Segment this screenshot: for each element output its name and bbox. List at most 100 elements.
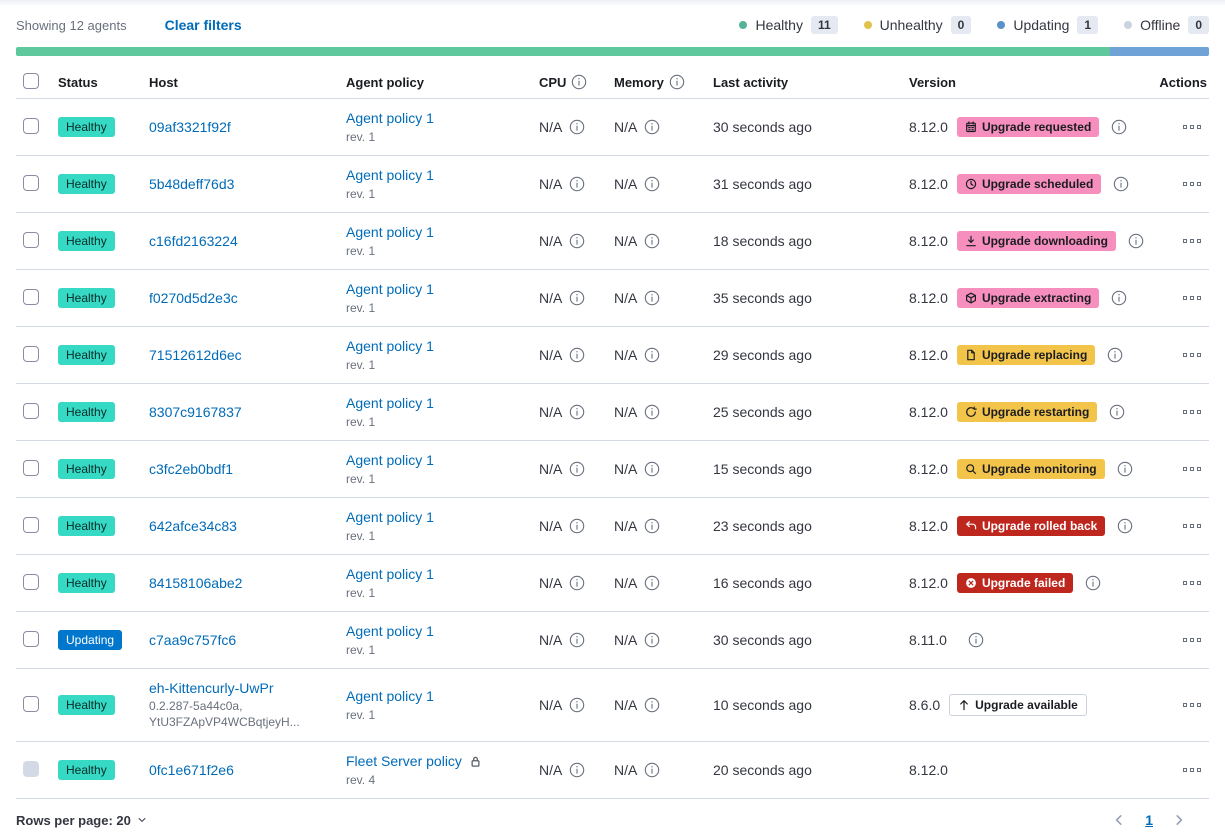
info-icon[interactable] <box>644 347 660 363</box>
agent-policy-link[interactable]: Agent policy 1 <box>346 223 434 240</box>
info-icon[interactable] <box>669 74 685 90</box>
info-icon[interactable] <box>644 176 660 192</box>
memory-value: N/A <box>614 518 638 534</box>
agent-policy-link[interactable]: Agent policy 1 <box>346 687 434 704</box>
row-actions-button[interactable] <box>1179 577 1205 589</box>
agent-status-badge: Healthy <box>58 695 115 715</box>
info-icon[interactable] <box>569 575 585 591</box>
agent-policy-link[interactable]: Agent policy 1 <box>346 280 434 297</box>
agent-status-badge: Healthy <box>58 573 115 593</box>
host-link[interactable]: eh-Kittencurly-UwPr <box>149 680 274 697</box>
info-icon[interactable] <box>569 347 585 363</box>
row-checkbox[interactable] <box>23 459 39 476</box>
info-icon[interactable] <box>1117 461 1133 477</box>
policy-revision: rev. 1 <box>346 528 376 543</box>
info-icon[interactable] <box>569 632 585 648</box>
info-icon[interactable] <box>569 233 585 249</box>
host-link[interactable]: c7aa9c757fc6 <box>149 631 237 648</box>
row-checkbox[interactable] <box>23 402 39 419</box>
row-actions-button[interactable] <box>1179 121 1205 133</box>
agent-policy-link[interactable]: Agent policy 1 <box>346 394 434 411</box>
host-link[interactable]: 09af3321f92f <box>149 118 231 135</box>
host-link[interactable]: 642afce34c83 <box>149 517 237 534</box>
legend-item-offline[interactable]: Offline 0 <box>1124 16 1209 34</box>
host-link[interactable]: f0270d5d2e3c <box>149 289 238 306</box>
agent-version: 8.11.0 <box>909 632 947 648</box>
row-actions-button[interactable] <box>1179 178 1205 190</box>
agent-policy-link[interactable]: Agent policy 1 <box>346 565 434 582</box>
info-icon[interactable] <box>644 461 660 477</box>
page-number-1[interactable]: 1 <box>1145 812 1153 828</box>
row-actions-button[interactable] <box>1179 349 1205 361</box>
info-icon[interactable] <box>569 762 585 778</box>
info-icon[interactable] <box>1113 176 1129 192</box>
host-link[interactable]: c16fd2163224 <box>149 232 238 249</box>
host-link[interactable]: 0fc1e671f2e6 <box>149 761 234 778</box>
host-link[interactable]: 8307c9167837 <box>149 403 242 420</box>
agent-policy-link[interactable]: Fleet Server policy <box>346 752 462 769</box>
info-icon[interactable] <box>1109 404 1125 420</box>
row-checkbox[interactable] <box>23 288 39 305</box>
row-checkbox[interactable] <box>23 231 39 248</box>
info-icon[interactable] <box>644 119 660 135</box>
row-actions-button[interactable] <box>1179 520 1205 532</box>
info-icon[interactable] <box>569 404 585 420</box>
host-link[interactable]: 5b48deff76d3 <box>149 175 235 192</box>
agent-policy-link[interactable]: Agent policy 1 <box>346 109 434 126</box>
row-actions-button[interactable] <box>1179 764 1205 776</box>
host-link[interactable]: c3fc2eb0bdf1 <box>149 460 234 477</box>
row-checkbox[interactable] <box>23 573 39 590</box>
row-actions-button[interactable] <box>1179 463 1205 475</box>
row-actions-button[interactable] <box>1179 406 1205 418</box>
agent-policy-link[interactable]: Agent policy 1 <box>346 451 434 468</box>
legend-item-healthy[interactable]: Healthy 11 <box>739 16 838 34</box>
info-icon[interactable] <box>1117 518 1133 534</box>
info-icon[interactable] <box>1111 119 1127 135</box>
host-link[interactable]: 71512612d6ec <box>149 346 242 363</box>
info-icon[interactable] <box>644 762 660 778</box>
legend-item-updating[interactable]: Updating 1 <box>997 16 1099 34</box>
info-icon[interactable] <box>569 290 585 306</box>
row-actions-button[interactable] <box>1179 235 1205 247</box>
rows-per-page-select[interactable]: Rows per page: 20 <box>16 813 147 828</box>
info-icon[interactable] <box>569 697 585 713</box>
row-checkbox[interactable] <box>23 345 39 362</box>
row-actions-button[interactable] <box>1179 699 1205 711</box>
previous-page-button[interactable] <box>1113 814 1125 826</box>
legend-item-unhealthy[interactable]: Unhealthy 0 <box>863 16 972 34</box>
row-checkbox[interactable] <box>23 630 39 647</box>
info-icon[interactable] <box>968 632 984 648</box>
agent-status-badge: Healthy <box>58 174 115 194</box>
info-icon[interactable] <box>644 518 660 534</box>
info-icon[interactable] <box>644 290 660 306</box>
info-icon[interactable] <box>569 461 585 477</box>
row-checkbox[interactable] <box>23 516 39 533</box>
next-page-button[interactable] <box>1173 814 1185 826</box>
info-icon[interactable] <box>644 575 660 591</box>
select-all-checkbox[interactable] <box>23 72 39 89</box>
info-icon[interactable] <box>1107 347 1123 363</box>
column-header-status: Status <box>58 74 98 90</box>
info-icon[interactable] <box>1111 290 1127 306</box>
info-icon[interactable] <box>569 518 585 534</box>
agent-policy-link[interactable]: Agent policy 1 <box>346 508 434 525</box>
agent-policy-link[interactable]: Agent policy 1 <box>346 622 434 639</box>
clear-filters-link[interactable]: Clear filters <box>164 17 242 33</box>
info-icon[interactable] <box>571 74 587 90</box>
agent-policy-link[interactable]: Agent policy 1 <box>346 337 434 354</box>
row-checkbox[interactable] <box>23 117 39 134</box>
info-icon[interactable] <box>644 632 660 648</box>
info-icon[interactable] <box>569 176 585 192</box>
info-icon[interactable] <box>569 119 585 135</box>
row-checkbox[interactable] <box>23 695 39 712</box>
agent-policy-link[interactable]: Agent policy 1 <box>346 166 434 183</box>
host-link[interactable]: 84158106abe2 <box>149 574 243 591</box>
info-icon[interactable] <box>644 697 660 713</box>
info-icon[interactable] <box>1085 575 1101 591</box>
info-icon[interactable] <box>644 233 660 249</box>
info-icon[interactable] <box>644 404 660 420</box>
info-icon[interactable] <box>1128 233 1144 249</box>
row-actions-button[interactable] <box>1179 292 1205 304</box>
row-actions-button[interactable] <box>1179 634 1205 646</box>
row-checkbox[interactable] <box>23 174 39 191</box>
